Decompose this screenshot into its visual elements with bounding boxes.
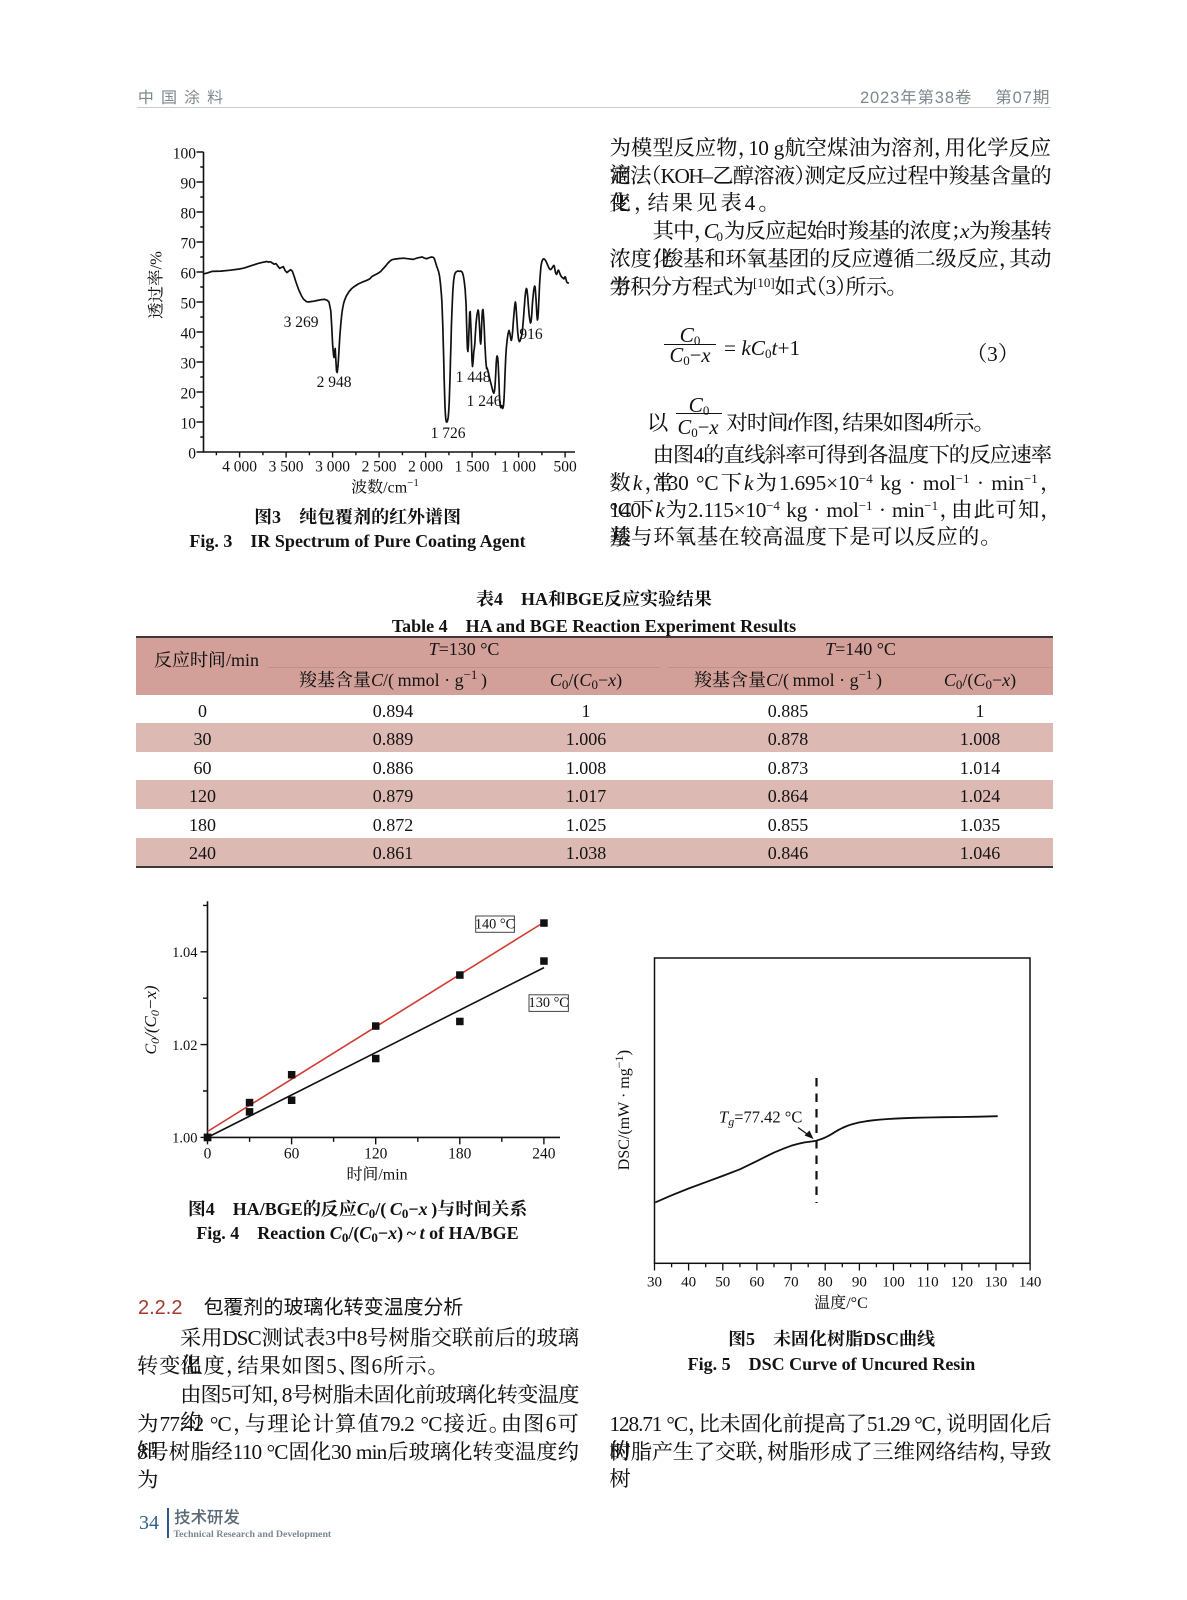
svg-text:0: 0 [188,445,196,462]
svg-text:916: 916 [519,326,543,343]
svg-text:Tg=77.42 °C: Tg=77.42 °C [719,1108,802,1129]
svg-text:20: 20 [181,385,197,402]
svg-text:30: 30 [647,1275,662,1291]
svg-text:0: 0 [204,1146,212,1163]
svg-text:4 000: 4 000 [222,459,257,476]
svg-text:70: 70 [181,235,197,252]
svg-text:1 726: 1 726 [431,425,466,442]
svg-text:180: 180 [448,1146,472,1163]
svg-text:130: 130 [985,1275,1008,1291]
svg-text:2 500: 2 500 [362,459,397,476]
svg-text:80: 80 [818,1275,833,1291]
svg-text:50: 50 [181,295,197,312]
svg-text:130 °C: 130 °C [529,995,569,1011]
svg-text:2 948: 2 948 [317,374,352,391]
svg-text:波数/cm−1: 波数/cm−1 [351,477,419,497]
svg-text:1.00: 1.00 [172,1131,197,1147]
svg-text:温度/°C: 温度/°C [814,1294,868,1312]
svg-text:1 500: 1 500 [455,459,490,476]
svg-text:透过率/%: 透过率/% [147,251,166,319]
svg-text:90: 90 [852,1275,867,1291]
svg-text:1 000: 1 000 [501,459,536,476]
svg-text:1 448: 1 448 [456,369,491,386]
svg-text:60: 60 [181,265,197,282]
svg-text:140: 140 [1019,1275,1042,1291]
svg-text:500: 500 [553,459,577,476]
svg-text:1.04: 1.04 [172,945,198,961]
svg-text:70: 70 [784,1275,799,1291]
svg-text:120: 120 [364,1146,388,1163]
svg-text:1 246: 1 246 [467,393,502,410]
svg-text:3 269: 3 269 [284,314,319,331]
svg-text:240: 240 [532,1146,556,1163]
svg-text:2 000: 2 000 [408,459,443,476]
svg-text:50: 50 [715,1275,730,1291]
svg-text:40: 40 [681,1275,696,1291]
svg-text:100: 100 [882,1275,905,1291]
svg-text:3 000: 3 000 [315,459,350,476]
svg-text:80: 80 [181,205,197,222]
svg-text:90: 90 [181,175,197,192]
svg-text:60: 60 [284,1146,300,1163]
svg-text:60: 60 [749,1275,764,1291]
svg-text:100: 100 [173,145,197,162]
svg-text:时间/min: 时间/min [346,1166,407,1184]
svg-text:110: 110 [917,1275,939,1291]
svg-text:DSC/(mW · mg−1): DSC/(mW · mg−1) [612,1050,633,1170]
svg-text:C0/(C0−x): C0/(C0−x) [141,985,162,1054]
svg-text:120: 120 [951,1275,974,1291]
svg-text:40: 40 [181,325,197,342]
svg-text:10: 10 [181,415,197,432]
svg-text:140 °C: 140 °C [475,917,515,933]
svg-text:3 500: 3 500 [269,459,304,476]
svg-text:1.02: 1.02 [172,1038,197,1054]
svg-text:30: 30 [181,355,197,372]
